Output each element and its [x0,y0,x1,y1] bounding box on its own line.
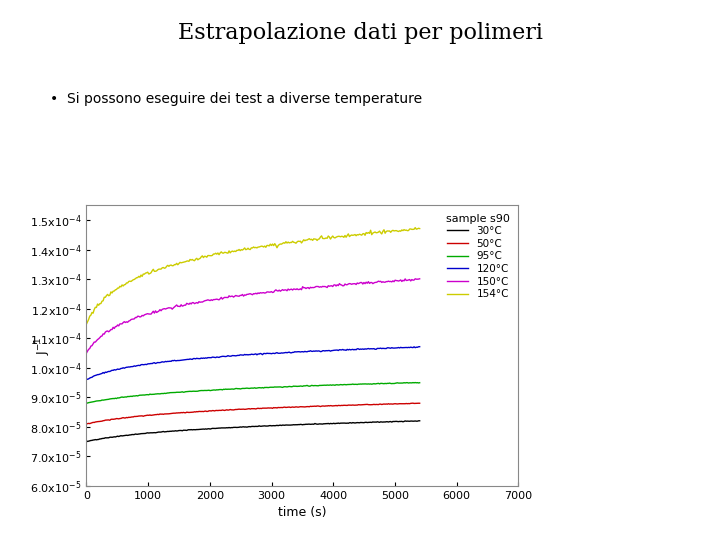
30°C [279,422,288,428]
150°C [415,275,424,282]
154°C [82,321,91,327]
50°C [82,421,91,427]
154°C [286,239,294,246]
120°C [84,376,92,382]
95°C [84,400,93,406]
150°C [363,280,372,287]
150°C [286,286,294,293]
120°C [82,376,91,383]
150°C [84,348,92,354]
Line: 150°C: 150°C [86,279,420,353]
50°C [286,404,294,411]
Line: 154°C: 154°C [86,228,420,324]
154°C [384,228,393,234]
30°C [82,438,91,445]
120°C [415,343,424,350]
50°C [384,401,393,407]
150°C [82,350,91,356]
30°C [363,420,372,426]
154°C [363,230,372,237]
95°C [82,400,91,406]
Line: 30°C: 30°C [86,421,420,442]
50°C [363,401,372,408]
95°C [411,379,420,386]
Text: J$^{-1}$: J$^{-1}$ [33,336,53,355]
120°C [279,350,288,356]
95°C [287,383,296,390]
50°C [84,421,92,427]
95°C [364,381,373,387]
120°C [281,349,289,356]
Line: 95°C: 95°C [86,382,420,403]
154°C [415,225,424,232]
50°C [409,400,418,407]
120°C [384,345,393,351]
154°C [281,240,289,246]
Line: 50°C: 50°C [86,403,420,424]
Legend: 30°C, 50°C, 95°C, 120°C, 150°C, 154°C: 30°C, 50°C, 95°C, 120°C, 150°C, 154°C [443,211,513,302]
120°C [363,346,372,352]
30°C [286,422,294,428]
30°C [281,422,289,429]
50°C [281,404,289,410]
30°C [415,417,424,424]
Text: •  Si possono eseguire dei test a diverse temperature: • Si possono eseguire dei test a diverse… [50,92,423,106]
120°C [286,349,294,356]
95°C [415,380,424,386]
X-axis label: time (s): time (s) [278,507,327,519]
154°C [279,239,288,246]
95°C [281,383,289,390]
50°C [415,400,424,407]
150°C [384,278,393,285]
Text: Estrapolazione dati per polimeri: Estrapolazione dati per polimeri [178,22,542,44]
154°C [411,225,420,231]
150°C [279,287,288,294]
Line: 120°C: 120°C [86,347,420,380]
150°C [281,287,289,293]
50°C [279,404,288,410]
30°C [384,419,393,426]
95°C [282,383,290,390]
95°C [385,380,394,386]
154°C [84,319,92,325]
30°C [84,438,92,444]
95°C [84,400,92,406]
